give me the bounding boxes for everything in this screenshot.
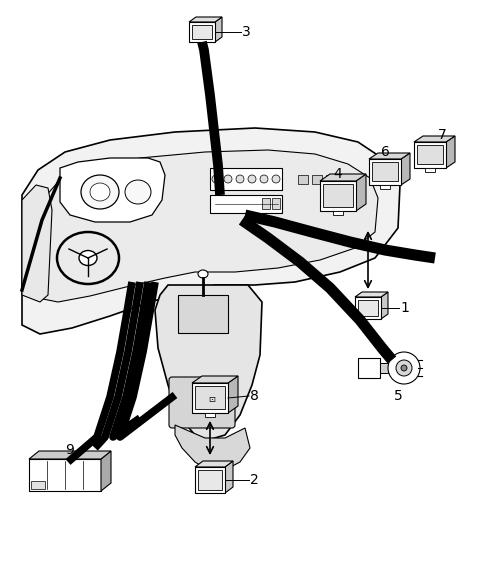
- Bar: [320, 181, 356, 211]
- Bar: [417, 145, 443, 164]
- Bar: [195, 386, 225, 409]
- Polygon shape: [356, 174, 366, 211]
- Bar: [380, 363, 388, 373]
- Text: 6: 6: [381, 145, 389, 159]
- Bar: [425, 168, 435, 172]
- Polygon shape: [38, 150, 378, 302]
- Polygon shape: [320, 174, 366, 181]
- Text: 1: 1: [400, 301, 409, 315]
- Ellipse shape: [81, 175, 119, 209]
- Bar: [31, 481, 45, 489]
- FancyBboxPatch shape: [169, 377, 235, 428]
- Polygon shape: [22, 185, 52, 302]
- Circle shape: [260, 175, 268, 183]
- Bar: [369, 159, 401, 185]
- Polygon shape: [225, 461, 233, 493]
- Polygon shape: [446, 136, 455, 168]
- Polygon shape: [155, 285, 262, 440]
- Polygon shape: [175, 425, 250, 470]
- Bar: [333, 211, 343, 215]
- Polygon shape: [195, 461, 233, 467]
- Text: 3: 3: [242, 25, 251, 39]
- Text: 5: 5: [394, 389, 402, 403]
- Polygon shape: [60, 158, 165, 222]
- Text: 9: 9: [66, 443, 74, 457]
- Bar: [178, 295, 228, 333]
- Bar: [29, 459, 101, 491]
- Polygon shape: [215, 17, 222, 42]
- Circle shape: [272, 175, 280, 183]
- Polygon shape: [189, 17, 222, 22]
- Bar: [358, 300, 378, 316]
- Bar: [414, 142, 446, 168]
- Circle shape: [396, 360, 412, 376]
- Bar: [192, 383, 228, 413]
- Polygon shape: [355, 292, 388, 297]
- Ellipse shape: [125, 180, 151, 204]
- Bar: [205, 413, 215, 417]
- Text: 4: 4: [334, 167, 342, 181]
- Bar: [323, 184, 353, 207]
- Text: 7: 7: [438, 128, 447, 142]
- Ellipse shape: [90, 183, 110, 201]
- Circle shape: [236, 175, 244, 183]
- Circle shape: [401, 365, 407, 371]
- Bar: [298, 175, 308, 184]
- Circle shape: [212, 175, 220, 183]
- Bar: [210, 168, 282, 190]
- Polygon shape: [101, 451, 111, 491]
- Text: 8: 8: [250, 389, 259, 403]
- Polygon shape: [192, 376, 238, 383]
- Text: ⊡: ⊡: [208, 394, 216, 403]
- Polygon shape: [381, 292, 388, 319]
- Circle shape: [248, 175, 256, 183]
- Polygon shape: [414, 136, 455, 142]
- Polygon shape: [29, 451, 111, 459]
- FancyBboxPatch shape: [195, 467, 225, 493]
- Ellipse shape: [198, 270, 208, 278]
- Bar: [272, 198, 280, 209]
- Bar: [33, 455, 105, 487]
- Bar: [358, 358, 380, 378]
- Ellipse shape: [79, 251, 97, 265]
- FancyBboxPatch shape: [189, 22, 215, 42]
- Circle shape: [224, 175, 232, 183]
- Text: 2: 2: [250, 473, 259, 487]
- Bar: [262, 198, 270, 209]
- Polygon shape: [369, 153, 410, 159]
- FancyBboxPatch shape: [355, 297, 381, 319]
- Polygon shape: [401, 153, 410, 185]
- Bar: [372, 162, 398, 181]
- Polygon shape: [228, 376, 238, 413]
- Bar: [312, 175, 322, 184]
- Bar: [198, 470, 222, 490]
- Bar: [210, 195, 282, 213]
- Circle shape: [388, 352, 420, 384]
- Bar: [192, 25, 212, 39]
- Bar: [380, 185, 390, 189]
- Polygon shape: [22, 128, 400, 334]
- Bar: [326, 175, 336, 184]
